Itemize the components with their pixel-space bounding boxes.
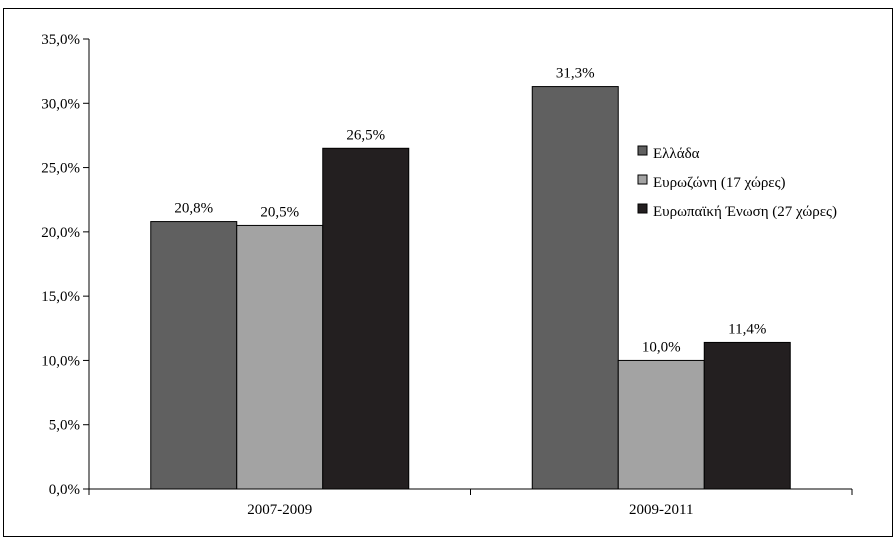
y-tick-label: 0,0%	[49, 482, 80, 498]
x-tick-label: 2007-2009	[247, 502, 312, 518]
bars	[150, 86, 791, 490]
data-label: 20,8%	[174, 201, 213, 217]
bar	[703, 341, 791, 490]
legend-label: Ευρωζώνη (17 χώρες)	[653, 175, 786, 191]
data-labels: 20,8% 20,5% 26,5% 31,3% 10,0% 11,4%	[174, 66, 766, 356]
legend-label: Ευρωπαϊκή Ένωση (27 χώρες)	[653, 204, 837, 220]
y-tick-label: 5,0%	[49, 418, 80, 434]
y-tick-label: 20,0%	[41, 225, 80, 241]
bar	[617, 359, 705, 490]
bar	[150, 221, 238, 490]
x-tick-label: 2009-2011	[629, 502, 693, 518]
y-tick-label: 35,0%	[41, 32, 80, 48]
legend-swatch	[637, 203, 648, 214]
legend-label: Ελλάδα	[653, 146, 700, 162]
legend-swatch	[637, 145, 648, 156]
data-label: 31,3%	[556, 66, 595, 82]
data-label: 26,5%	[346, 127, 385, 143]
legend: Ελλάδα Ευρωζώνη (17 χώρες) Ευρωπαϊκή Ένωση…	[637, 145, 837, 220]
bar	[322, 147, 410, 490]
y-tick-label: 10,0%	[41, 353, 80, 369]
y-tick-label: 15,0%	[41, 289, 80, 305]
bar	[236, 224, 324, 490]
data-label: 10,0%	[642, 339, 681, 355]
bar	[531, 86, 619, 490]
y-tick-label: 25,0%	[41, 161, 80, 177]
y-tick-label: 30,0%	[41, 96, 80, 112]
data-label: 11,4%	[728, 321, 766, 337]
data-label: 20,5%	[260, 204, 299, 220]
legend-swatch	[637, 174, 648, 185]
